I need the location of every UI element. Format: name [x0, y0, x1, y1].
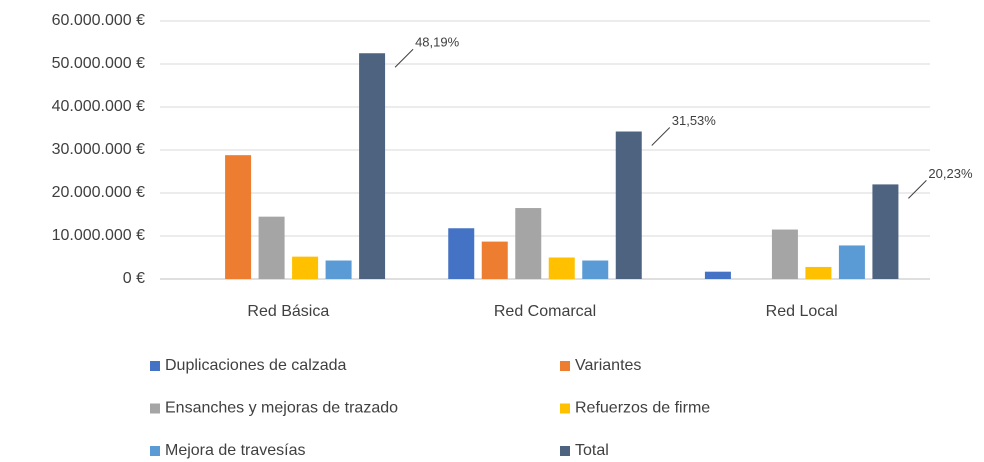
x-tick-label: Red Básica	[247, 303, 329, 320]
y-tick-label: 10.000.000 €	[52, 227, 146, 244]
data-label: 48,19%	[415, 35, 460, 50]
legend-swatch	[150, 361, 160, 371]
bar	[548, 257, 575, 279]
bar	[704, 271, 731, 279]
x-tick-label: Red Comarcal	[494, 303, 596, 320]
data-label: 20,23%	[928, 166, 973, 181]
leader-line	[908, 180, 927, 199]
bar	[582, 260, 609, 279]
bar	[225, 155, 252, 279]
y-tick-label: 40.000.000 €	[52, 98, 146, 115]
bar	[515, 208, 542, 279]
legend-swatch	[150, 446, 160, 456]
bar	[481, 241, 508, 279]
leader-line	[651, 127, 671, 146]
y-tick-label: 0 €	[123, 270, 145, 287]
bar	[771, 229, 798, 279]
bar	[872, 184, 899, 279]
bar	[325, 260, 352, 279]
legend-label: Ensanches y mejoras de trazado	[165, 400, 398, 417]
legend-swatch	[560, 361, 570, 371]
bar	[838, 245, 865, 279]
y-tick-label: 50.000.000 €	[52, 55, 146, 72]
bar	[615, 131, 642, 279]
legend-swatch	[560, 403, 570, 414]
legend-label: Mejora de travesías	[165, 442, 306, 459]
legend-swatch	[150, 403, 160, 414]
y-tick-label: 60.000.000 €	[52, 12, 146, 29]
leader-line	[394, 48, 414, 68]
bar	[359, 53, 386, 279]
legend-label: Refuerzos de firme	[575, 400, 710, 417]
y-tick-label: 30.000.000 €	[52, 141, 146, 158]
x-tick-label: Red Local	[766, 303, 838, 320]
legend-swatch	[560, 446, 570, 456]
bar	[448, 228, 475, 279]
bar	[292, 256, 319, 279]
bar	[805, 266, 832, 279]
bar	[258, 216, 285, 279]
legend-label: Variantes	[575, 357, 641, 374]
legend-label: Total	[575, 442, 609, 459]
legend-label: Duplicaciones de calzada	[165, 357, 347, 374]
y-tick-label: 20.000.000 €	[52, 184, 146, 201]
data-label: 31,53%	[672, 113, 717, 128]
